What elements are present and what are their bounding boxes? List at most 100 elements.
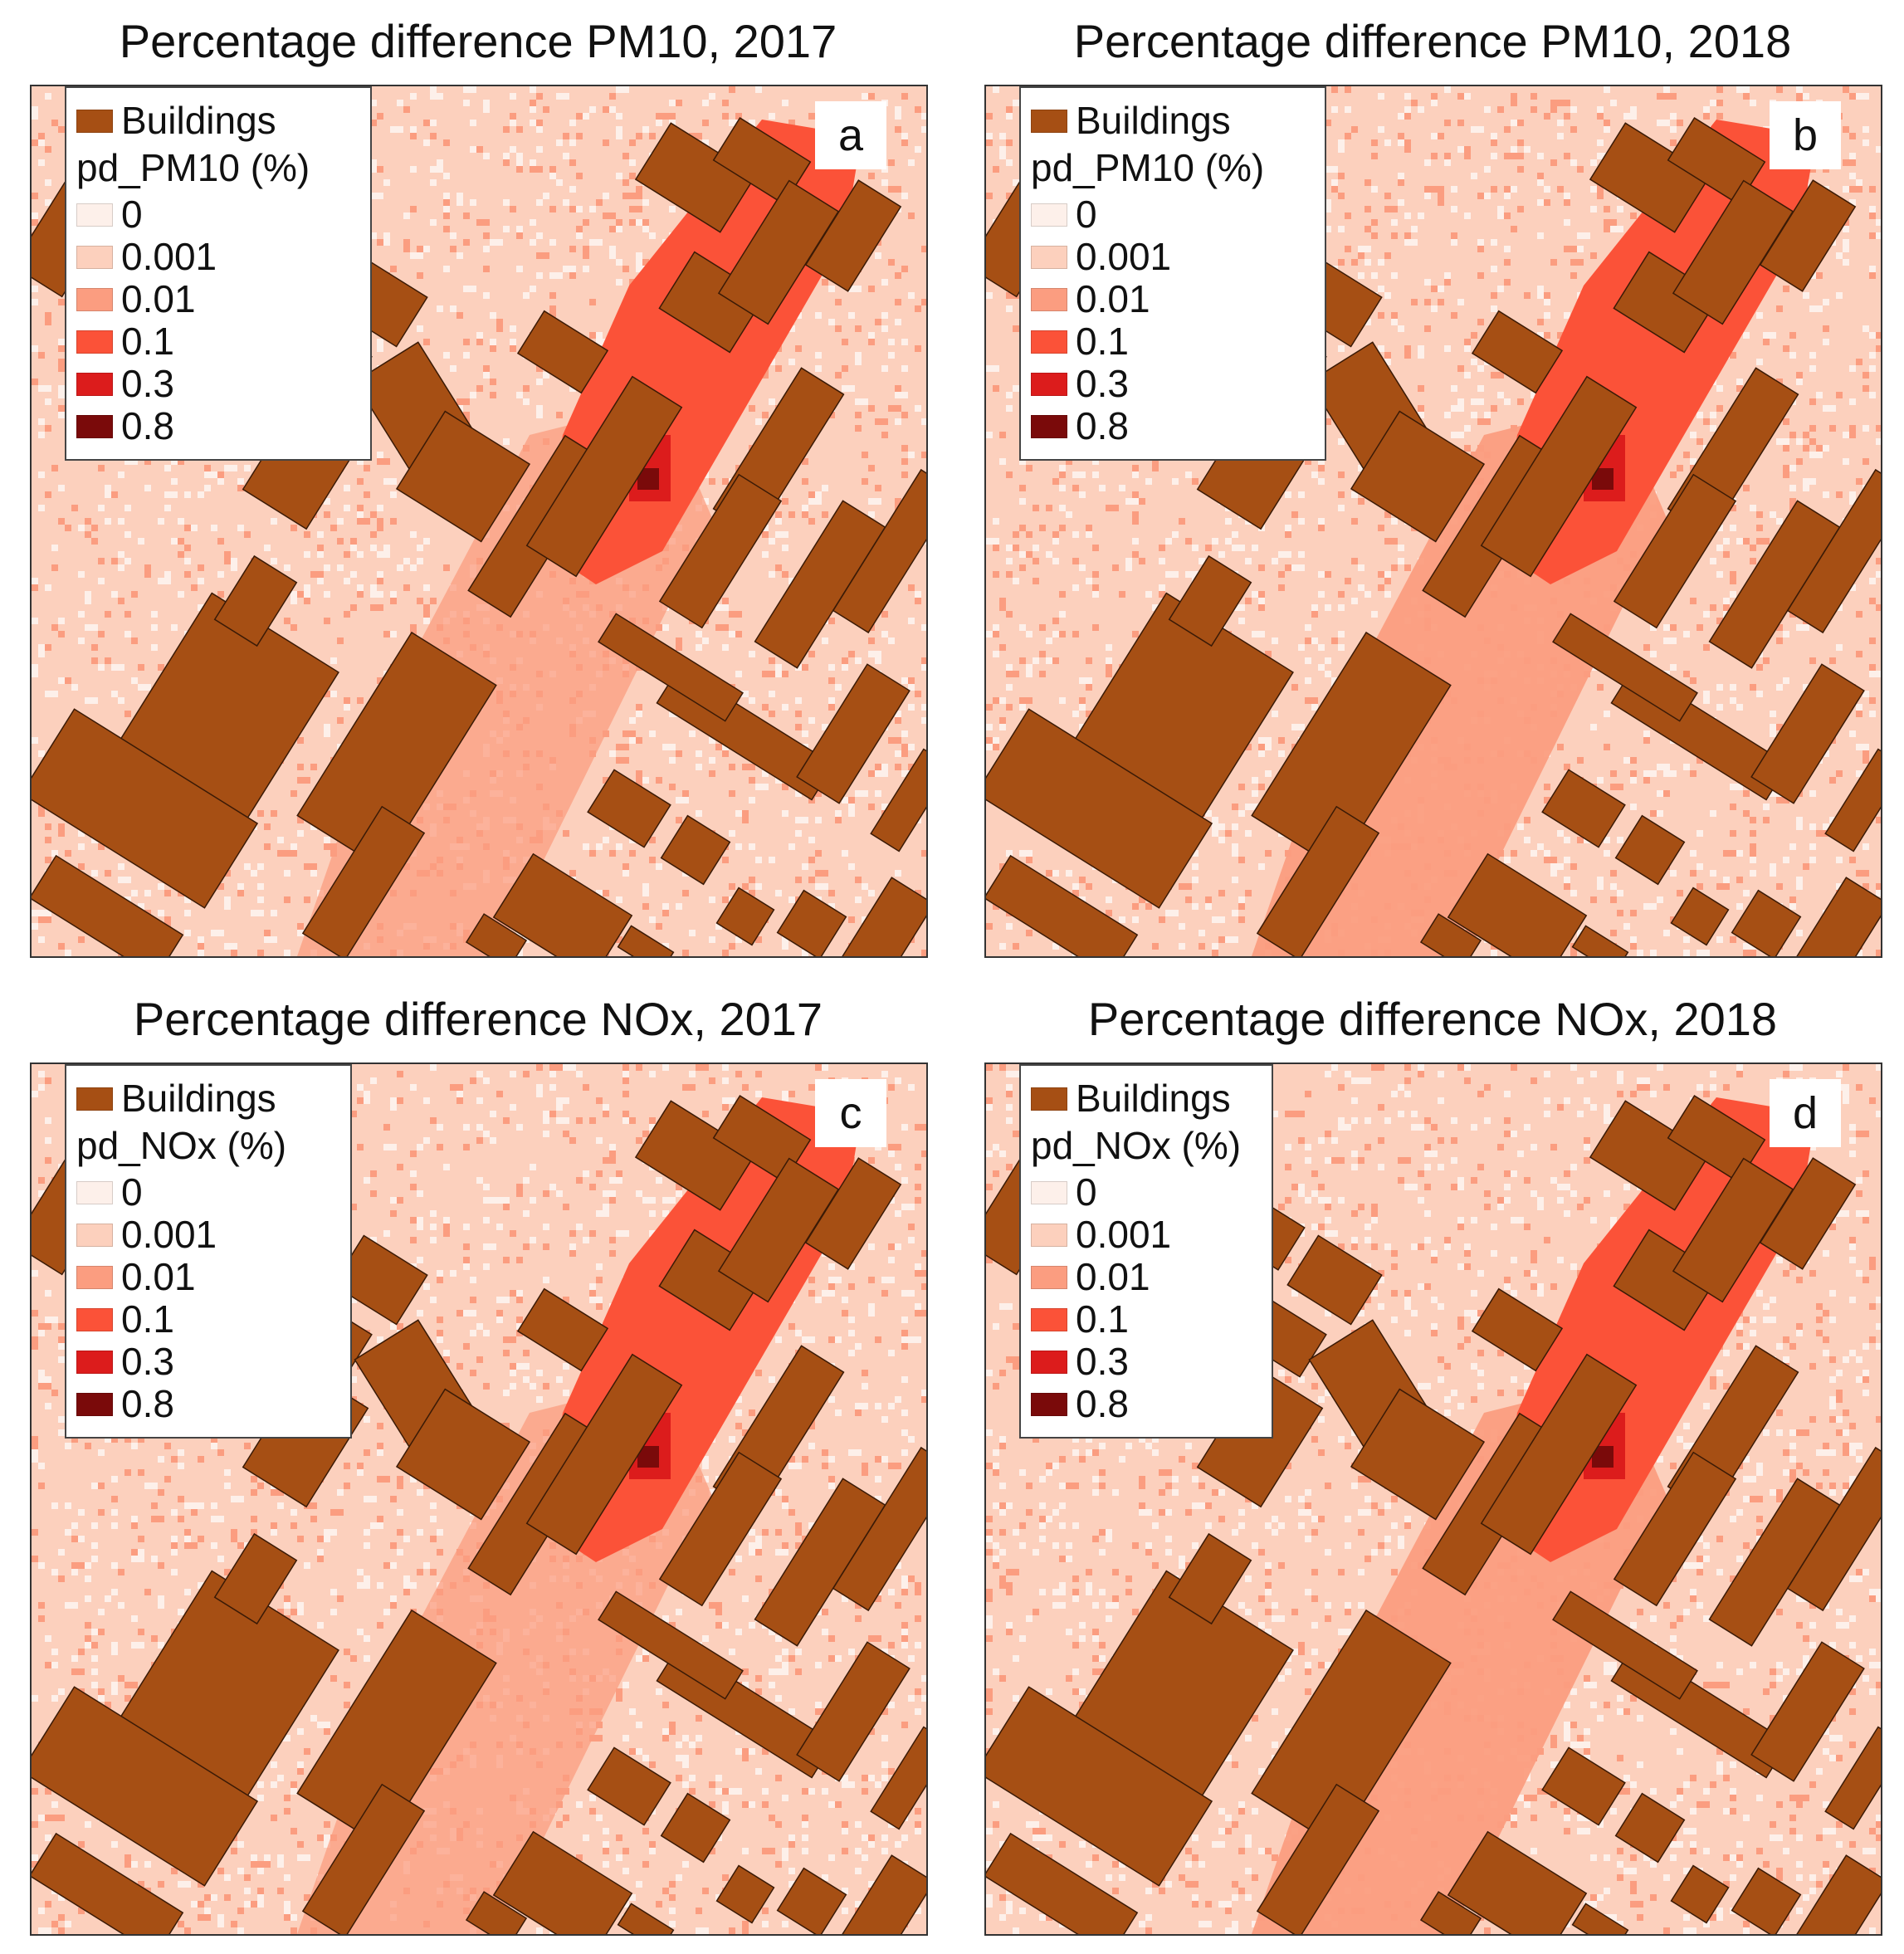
building: [1731, 1867, 1802, 1934]
building: [1419, 1891, 1482, 1934]
legend-swatch: [76, 1265, 113, 1289]
building: [1480, 375, 1638, 578]
legend-buildings: Buildings: [66, 1077, 350, 1120]
legend-class-3: 0.1: [1021, 320, 1325, 363]
building: [717, 1157, 840, 1303]
panel-title: Percentage difference PM10, 2018: [1073, 15, 1792, 67]
building: [1256, 1783, 1380, 1934]
building: [1419, 913, 1482, 956]
building: [1786, 1446, 1881, 1612]
legend-class-3: 0.1: [66, 320, 370, 363]
legend-swatch: [76, 372, 113, 396]
building: [1541, 1746, 1626, 1826]
building: [832, 1446, 926, 1612]
legend-swatch: [1031, 1350, 1067, 1374]
panel-title: Percentage difference NOx, 2018: [1087, 993, 1778, 1045]
legend: Buildings pd_PM10 (%) 0 0.001 0.01 0.1 0…: [1019, 86, 1326, 461]
building: [660, 1792, 731, 1864]
legend-swatch-buildings: [76, 109, 113, 133]
legend-class-1: 0.001: [66, 236, 370, 278]
building: [1613, 1229, 1721, 1331]
panel-letter: c: [815, 1079, 886, 1147]
building: [1168, 554, 1252, 647]
legend-swatch: [1031, 1307, 1067, 1331]
legend-heading: pd_NOx (%): [1031, 1124, 1242, 1167]
building: [516, 1287, 609, 1372]
legend-heading: pd_PM10 (%): [1031, 146, 1265, 189]
legend-class-0: 0: [1021, 1171, 1272, 1214]
building: [296, 1609, 497, 1848]
building: [598, 613, 744, 722]
dispersion-map: [32, 86, 926, 956]
building: [395, 1388, 531, 1521]
building: [1447, 1830, 1588, 1934]
building: [1168, 1532, 1252, 1625]
building: [32, 1832, 184, 1934]
building: [1350, 1388, 1486, 1521]
legend-swatch: [1031, 1392, 1067, 1416]
building: [804, 179, 902, 292]
building: [1614, 1792, 1686, 1864]
legend-label: 0.01: [1076, 1255, 1150, 1298]
legend-swatch: [1031, 287, 1067, 311]
legend-label: 0.3: [121, 1340, 174, 1383]
legend-class-1: 0.001: [1021, 236, 1325, 278]
building: [1750, 663, 1865, 804]
legend-swatch: [76, 330, 113, 354]
building: [1731, 889, 1802, 956]
building: [1552, 1590, 1698, 1700]
building: [587, 769, 671, 848]
legend-label: 0.001: [1076, 235, 1172, 278]
legend-heading: pd_PM10 (%): [76, 146, 310, 189]
panel-title: Percentage difference PM10, 2017: [119, 15, 837, 67]
legend-swatch: [1031, 414, 1067, 438]
legend-label: 0.8: [121, 404, 174, 447]
legend-class-0: 0: [66, 1171, 350, 1214]
building: [1759, 179, 1857, 292]
building: [1667, 1095, 1766, 1183]
building: [1571, 1903, 1629, 1934]
legend-swatch: [1031, 203, 1067, 227]
legend-label: Buildings: [121, 1077, 276, 1120]
legend-label: 0.8: [1076, 404, 1129, 447]
legend-label: Buildings: [121, 99, 276, 142]
building: [837, 1854, 926, 1934]
legend-label: 0: [121, 193, 143, 236]
legend-label: 0.01: [1076, 277, 1150, 320]
building: [1667, 117, 1766, 205]
building: [1670, 1864, 1730, 1924]
legend-class-2: 0.01: [66, 278, 370, 320]
map-frame: [984, 85, 1882, 958]
building: [660, 814, 731, 886]
building: [516, 310, 609, 394]
building: [1251, 631, 1452, 870]
legend-label: 0.3: [121, 362, 174, 405]
legend-buildings: Buildings: [1021, 100, 1325, 142]
legend-swatch: [1031, 1223, 1067, 1247]
building: [1613, 473, 1737, 629]
legend-label: 0.8: [1076, 1382, 1129, 1425]
building: [1571, 925, 1629, 956]
building: [870, 1726, 926, 1830]
legend-label: 0.1: [1076, 320, 1129, 363]
building: [1792, 1854, 1881, 1934]
legend-label: 0.001: [1076, 1213, 1172, 1256]
legend-swatch: [76, 1392, 113, 1416]
building: [1759, 1157, 1857, 1270]
legend-class-5: 0.8: [1021, 1383, 1272, 1425]
panel-letter: d: [1770, 1079, 1841, 1147]
building: [1251, 1609, 1452, 1848]
building: [1471, 1287, 1564, 1372]
building: [1589, 1100, 1711, 1211]
building: [492, 1830, 633, 1934]
buildings-layer: [986, 1095, 1881, 1934]
building: [658, 1451, 783, 1607]
building: [525, 1353, 683, 1556]
legend-class-4: 0.3: [66, 1341, 350, 1383]
legend-class-2: 0.01: [66, 1256, 350, 1298]
building: [465, 913, 528, 956]
legend-heading: pd_NOx (%): [76, 1124, 287, 1167]
building: [837, 877, 926, 956]
legend-swatch: [1031, 245, 1067, 269]
building: [1613, 251, 1721, 354]
